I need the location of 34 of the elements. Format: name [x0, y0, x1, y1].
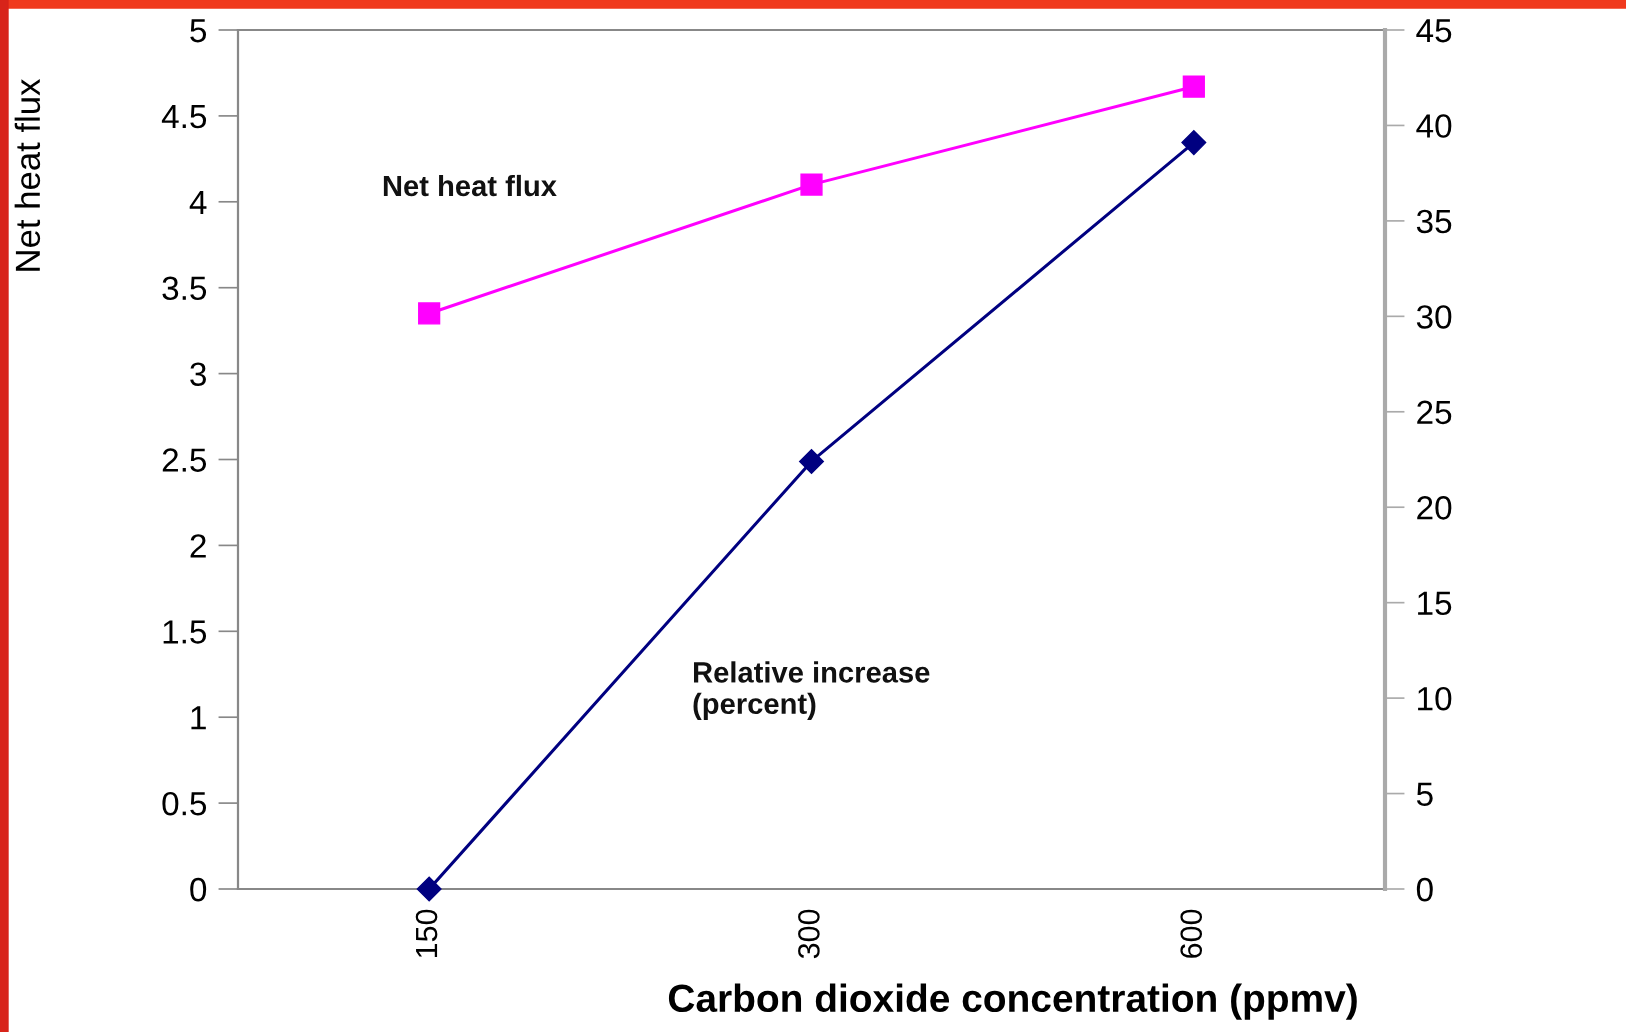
point: [800, 173, 823, 196]
y-tick-label: 5: [190, 19, 207, 43]
x-tick-label: 600: [1180, 909, 1203, 958]
point: [416, 876, 442, 902]
y2-tick-label: 5: [1416, 782, 1433, 806]
y-tick-label: 1.5: [163, 620, 207, 644]
y2-tick-label: 30: [1416, 305, 1452, 329]
x-tick-label: 150: [415, 909, 438, 958]
y-tick-label: 3.5: [162, 276, 207, 301]
x-axis-title: Carbon dioxide concentration (ppmv): [668, 983, 1357, 1020]
y-tick-label: 0: [190, 877, 207, 902]
y2-tick-label: 20: [1417, 496, 1452, 520]
series-label: Relative increase (percent): [693, 661, 930, 720]
point: [418, 302, 441, 325]
y2-tick-label: 40: [1416, 114, 1452, 138]
y2-tick-label: 35: [1416, 209, 1452, 234]
y2-tick-label: 10: [1418, 686, 1452, 711]
y-tick-label: 4: [189, 190, 207, 214]
y-tick-label: 1: [191, 706, 206, 730]
y2-tick-label: 0: [1416, 877, 1433, 902]
y-tick-label: 4.5: [161, 105, 207, 129]
y2-tick-label: 25: [1417, 400, 1452, 425]
point: [1181, 130, 1207, 156]
x-tick-label: 300: [798, 909, 820, 959]
y-axis-title: Net heat flux: [14, 78, 41, 271]
y-tick-label: 2: [190, 534, 206, 558]
y2-tick-label: 15: [1418, 591, 1452, 616]
y-tick-label: 0.5: [162, 791, 207, 816]
y2-tick-label: 45: [1416, 19, 1452, 43]
point: [799, 448, 824, 474]
point: [1182, 75, 1205, 98]
y-tick-label: 3: [190, 362, 206, 387]
text: Net heat flux: [383, 174, 557, 197]
y-tick-label: 2.5: [162, 448, 207, 472]
